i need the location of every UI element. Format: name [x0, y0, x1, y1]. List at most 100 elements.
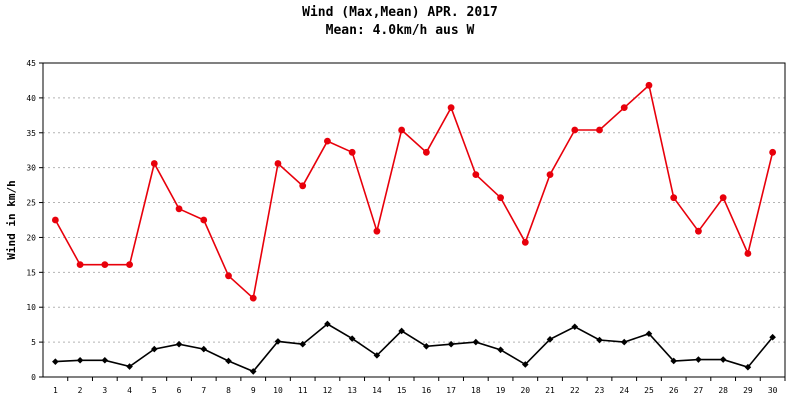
y-tick-label-25: 25 — [26, 199, 36, 208]
series-1-point-27 — [695, 227, 702, 235]
y-tick-labels: 0 5 10 15 20 25 30 35 40 45 — [26, 59, 36, 382]
series-2-point-25 — [645, 330, 653, 338]
series-1-point-12 — [324, 137, 331, 145]
series-2-point-1 — [52, 358, 59, 365]
x-tick-label-16: 16 — [422, 386, 432, 395]
series-lines — [54, 83, 774, 373]
series-2-point-19 — [497, 346, 504, 354]
x-tick-label-28: 28 — [718, 386, 728, 395]
axes — [39, 62, 786, 381]
series-1-point-6 — [175, 205, 183, 213]
series-2-point-22 — [571, 323, 579, 331]
series-1-point-13 — [348, 148, 356, 156]
series-2-point-4 — [126, 363, 133, 370]
series-1-point-4 — [126, 261, 133, 269]
series-1-point-16 — [422, 148, 430, 156]
x-tick-label-13: 13 — [347, 386, 357, 395]
y-axis-label: Wind in km/h — [5, 180, 18, 259]
series-2-point-8 — [225, 357, 232, 365]
y-tick-label-15: 15 — [26, 268, 36, 277]
series-2-point-17 — [447, 340, 455, 348]
y-tick-label-20: 20 — [26, 233, 36, 242]
x-tick-label-30: 30 — [768, 386, 778, 395]
series-1-point-1 — [51, 216, 59, 224]
y-tick-label-10: 10 — [26, 303, 36, 312]
series-1-point-26 — [670, 194, 678, 202]
x-tick-label-2: 2 — [78, 386, 83, 395]
x-tick-label-10: 10 — [273, 386, 283, 395]
series-points — [51, 81, 777, 375]
series-2-point-21 — [546, 336, 554, 343]
series-1-point-15 — [398, 126, 406, 134]
series-2-point-24 — [620, 338, 628, 346]
chart-subtitle: Mean: 4.0km/h aus W — [325, 23, 475, 38]
series-1-point-5 — [150, 160, 158, 167]
x-tick-label-8: 8 — [226, 386, 231, 395]
series-2-point-16 — [423, 342, 430, 350]
x-tick-label-20: 20 — [520, 386, 530, 395]
series-1-point-22 — [571, 126, 579, 134]
series-2-point-3 — [101, 356, 109, 364]
y-tick-label-40: 40 — [26, 94, 36, 103]
series-2-point-7 — [200, 345, 208, 353]
x-tick-label-1: 1 — [53, 386, 58, 395]
series-2-point-14 — [373, 352, 381, 359]
series-2-point-13 — [348, 335, 356, 342]
x-tick-label-5: 5 — [152, 386, 157, 395]
series-2-point-9 — [249, 368, 257, 375]
series-1-point-21 — [546, 171, 554, 179]
series-2-point-28 — [719, 356, 727, 363]
series-1-point-14 — [373, 227, 381, 235]
x-tick-label-15: 15 — [397, 386, 407, 395]
series-2-point-5 — [151, 345, 158, 353]
series-2-point-20 — [522, 361, 529, 368]
series-2-point-29 — [744, 363, 752, 371]
x-tick-label-23: 23 — [595, 386, 605, 395]
x-tick-label-4: 4 — [127, 386, 132, 395]
series-1-point-3 — [101, 261, 109, 269]
x-tick-label-18: 18 — [471, 386, 481, 395]
x-tick-label-25: 25 — [644, 386, 654, 395]
series-1-point-30 — [769, 148, 777, 156]
series-2-point-18 — [472, 338, 480, 346]
series-1-point-17 — [447, 104, 455, 112]
series-2-point-2 — [76, 356, 84, 364]
series-1-point-23 — [596, 126, 603, 134]
series-2-point-10 — [274, 338, 282, 345]
series-1-point-2 — [76, 261, 84, 269]
series-2-line — [55, 323, 774, 373]
y-tick-label-0: 0 — [31, 373, 36, 382]
series-1-point-24 — [620, 104, 628, 112]
y-tick-label-45: 45 — [26, 59, 36, 68]
y-tick-label-30: 30 — [26, 164, 36, 173]
series-2-point-15 — [398, 327, 405, 335]
series-1-point-9 — [249, 294, 257, 302]
x-tick-labels: 1 2 3 4 5 6 7 8 9 10 11 12 13 14 15 16 17 18 19 20 21 22 23 24 2… — [53, 386, 778, 395]
gridlines — [43, 62, 785, 343]
plot-frame — [42, 62, 786, 378]
series-1-point-29 — [744, 250, 752, 257]
series-1-point-20 — [521, 238, 529, 246]
series-1-point-10 — [274, 160, 282, 167]
x-tick-label-7: 7 — [201, 386, 206, 395]
series-2-point-12 — [324, 320, 331, 328]
x-tick-label-24: 24 — [619, 386, 629, 395]
series-1-point-25 — [645, 81, 653, 89]
series-1-point-28 — [719, 194, 727, 202]
series-2-point-30 — [769, 333, 776, 341]
series-1-point-11 — [299, 182, 307, 190]
chart-title: Wind (Max,Mean) APR. 2017 — [302, 5, 498, 20]
x-tick-label-3: 3 — [102, 386, 107, 395]
x-tick-label-27: 27 — [694, 386, 704, 395]
series-2-point-6 — [175, 340, 183, 348]
x-tick-label-26: 26 — [669, 386, 679, 395]
series-2-point-11 — [299, 340, 306, 348]
series-1-point-18 — [472, 171, 480, 179]
x-tick-label-12: 12 — [323, 386, 333, 395]
series-1-point-7 — [200, 216, 208, 224]
x-tick-label-21: 21 — [545, 386, 555, 395]
x-tick-label-14: 14 — [372, 386, 382, 395]
y-tick-label-5: 5 — [31, 338, 36, 347]
series-2-point-26 — [670, 357, 677, 365]
